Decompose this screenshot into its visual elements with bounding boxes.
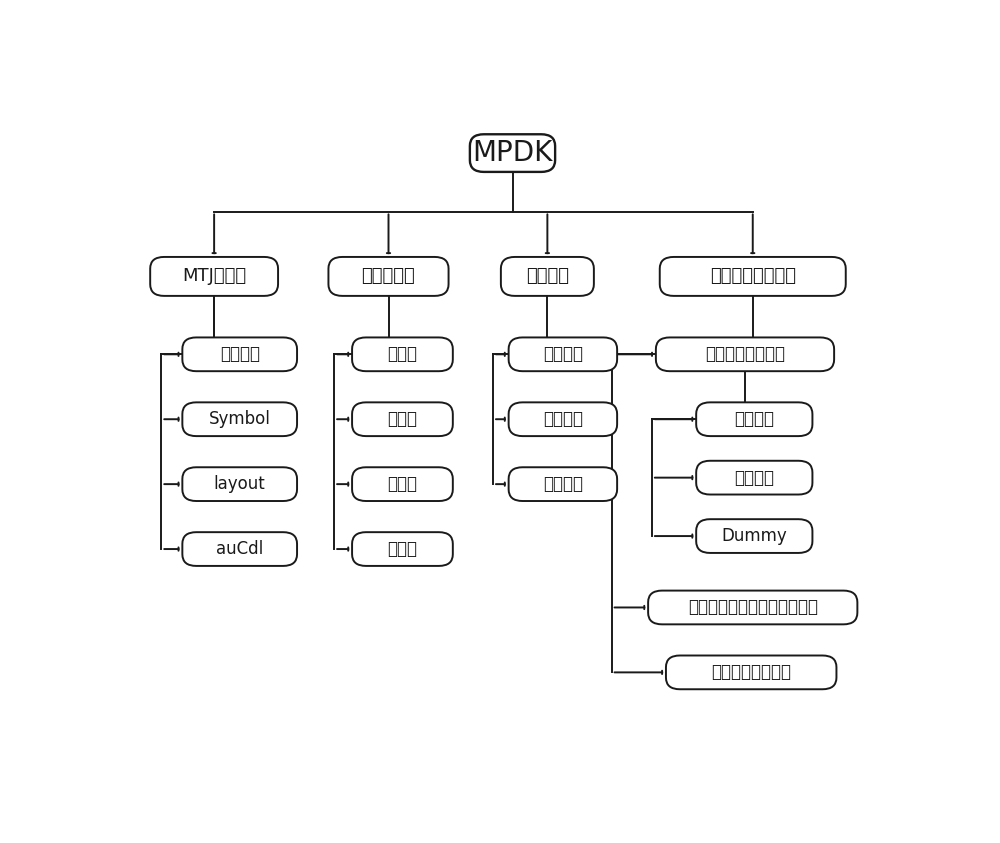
Text: 仿真模型: 仿真模型: [220, 346, 260, 363]
Text: 寄存器: 寄存器: [387, 411, 417, 428]
FancyBboxPatch shape: [509, 337, 617, 371]
Text: 设计规则: 设计规则: [734, 411, 774, 428]
FancyBboxPatch shape: [660, 257, 846, 296]
FancyBboxPatch shape: [509, 467, 617, 501]
Text: 工艺文件: 工艺文件: [526, 267, 569, 286]
Text: auCdl: auCdl: [216, 540, 263, 558]
Text: MPDK: MPDK: [472, 139, 553, 167]
FancyBboxPatch shape: [470, 134, 555, 172]
FancyBboxPatch shape: [182, 467, 297, 501]
Text: 版图与原理图一致性检查文件: 版图与原理图一致性检查文件: [688, 599, 818, 616]
FancyBboxPatch shape: [666, 656, 836, 690]
Text: 技术文件: 技术文件: [543, 346, 583, 363]
FancyBboxPatch shape: [656, 337, 834, 371]
FancyBboxPatch shape: [182, 532, 297, 566]
Text: layout: layout: [214, 475, 266, 493]
FancyBboxPatch shape: [509, 402, 617, 436]
FancyBboxPatch shape: [150, 257, 278, 296]
Text: Symbol: Symbol: [209, 411, 271, 428]
Text: 显示文件: 显示文件: [543, 411, 583, 428]
FancyBboxPatch shape: [352, 467, 453, 501]
Text: 选择器: 选择器: [387, 540, 417, 558]
FancyBboxPatch shape: [696, 519, 812, 553]
FancyBboxPatch shape: [696, 402, 812, 436]
FancyBboxPatch shape: [501, 257, 594, 296]
Text: 标准单元库: 标准单元库: [362, 267, 415, 286]
Text: 逻辑门: 逻辑门: [387, 346, 417, 363]
FancyBboxPatch shape: [328, 257, 449, 296]
FancyBboxPatch shape: [352, 402, 453, 436]
Text: 物理验证规则文件: 物理验证规则文件: [710, 267, 796, 286]
Text: 映射文件: 映射文件: [543, 475, 583, 493]
FancyBboxPatch shape: [352, 532, 453, 566]
Text: 寄生参数提取文件: 寄生参数提取文件: [711, 663, 791, 681]
FancyBboxPatch shape: [696, 461, 812, 495]
Text: MTJ单元库: MTJ单元库: [182, 267, 246, 286]
FancyBboxPatch shape: [648, 591, 857, 625]
FancyBboxPatch shape: [182, 402, 297, 436]
FancyBboxPatch shape: [352, 337, 453, 371]
Text: 设计规则检查文件: 设计规则检查文件: [705, 346, 785, 363]
Text: 全加器: 全加器: [387, 475, 417, 493]
Text: Dummy: Dummy: [721, 527, 787, 545]
FancyBboxPatch shape: [182, 337, 297, 371]
Text: 天线规则: 天线规则: [734, 469, 774, 486]
